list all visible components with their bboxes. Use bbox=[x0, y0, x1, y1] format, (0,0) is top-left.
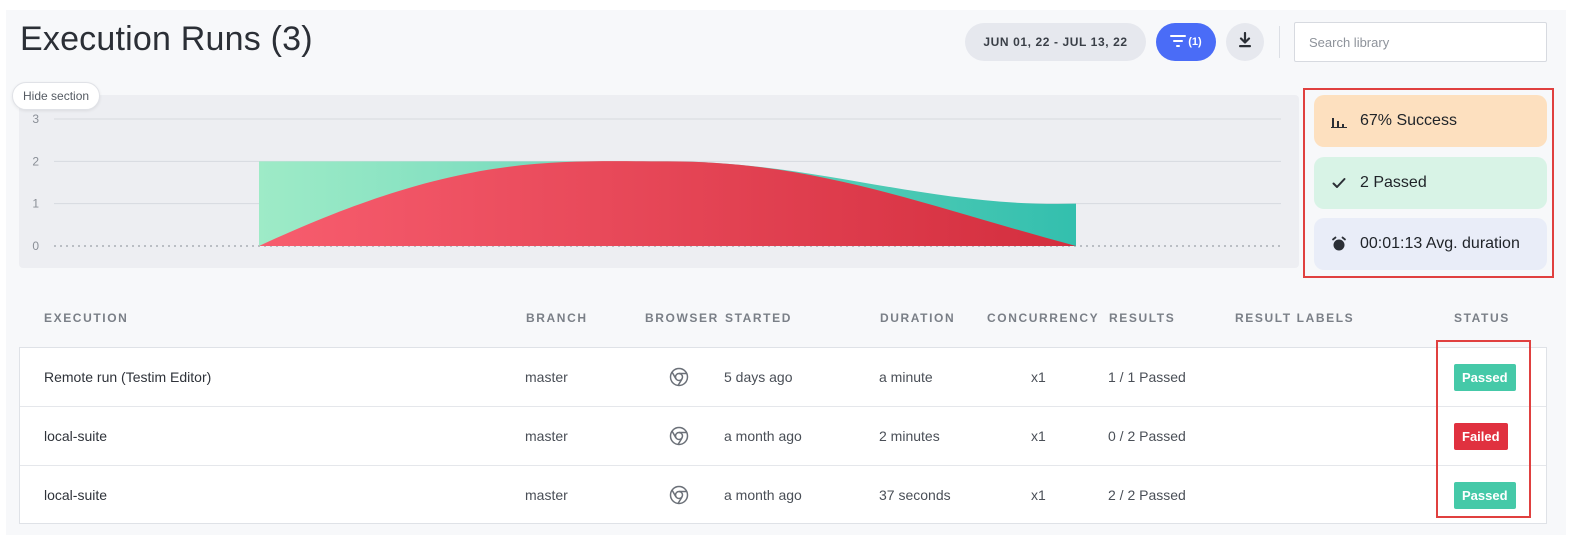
y-tick-label: 1 bbox=[32, 197, 39, 211]
filter-count: (1) bbox=[1188, 36, 1202, 48]
results-value: 1 / 1 Passed bbox=[1108, 369, 1186, 385]
table-row[interactable]: local-suite master a month ago 2 minutes… bbox=[20, 407, 1546, 466]
duration-value: 2 minutes bbox=[879, 428, 940, 444]
page-title: Execution Runs (3) bbox=[20, 20, 313, 58]
concurrency-value: x1 bbox=[1031, 487, 1046, 503]
series-area-failed bbox=[259, 161, 1076, 246]
avg-duration-card: 00:01:13 Avg. duration bbox=[1314, 218, 1547, 270]
execution-chart: 0 1 2 3 bbox=[32, 112, 1281, 253]
success-rate-text: 67% Success bbox=[1360, 112, 1457, 129]
results-value: 0 / 2 Passed bbox=[1108, 428, 1186, 444]
search-input[interactable] bbox=[1294, 22, 1547, 62]
y-tick-label: 0 bbox=[32, 239, 39, 253]
started-time: a month ago bbox=[724, 428, 802, 444]
status-badge: Failed bbox=[1454, 422, 1508, 450]
bar-chart-icon bbox=[1330, 112, 1348, 130]
table-row[interactable]: local-suite master a month ago 37 second… bbox=[20, 466, 1546, 525]
executions-table: Remote run (Testim Editor) master 5 days… bbox=[19, 347, 1547, 524]
column-header-browser[interactable]: BROWSER bbox=[645, 311, 719, 325]
passed-count-card: 2 Passed bbox=[1314, 157, 1547, 209]
chrome-icon bbox=[669, 407, 689, 465]
checkmark-icon bbox=[1330, 174, 1348, 192]
started-time: 5 days ago bbox=[724, 369, 793, 385]
duration-value: a minute bbox=[879, 369, 933, 385]
filter-button[interactable]: (1) bbox=[1156, 23, 1216, 61]
chart-panel: 0 1 2 3 bbox=[19, 95, 1299, 268]
results-value: 2 / 2 Passed bbox=[1108, 487, 1186, 503]
chrome-icon bbox=[669, 466, 689, 524]
branch-name: master bbox=[525, 487, 568, 503]
concurrency-value: x1 bbox=[1031, 369, 1046, 385]
execution-name[interactable]: local-suite bbox=[44, 428, 108, 444]
download-icon bbox=[1238, 31, 1252, 53]
column-header-execution[interactable]: EXECUTION bbox=[44, 311, 129, 325]
status-badge: Passed bbox=[1454, 363, 1516, 391]
y-tick-label: 3 bbox=[32, 112, 39, 126]
column-header-results[interactable]: RESULTS bbox=[1109, 311, 1176, 325]
column-header-started[interactable]: STARTED bbox=[725, 311, 792, 325]
status-highlight-frame bbox=[1436, 340, 1531, 518]
avg-duration-text: 00:01:13 Avg. duration bbox=[1360, 235, 1520, 252]
table-row[interactable]: Remote run (Testim Editor) master 5 days… bbox=[20, 348, 1546, 407]
stats-highlight-frame bbox=[1303, 88, 1554, 278]
status-cell: Passed bbox=[1454, 466, 1516, 524]
duration-value: 37 seconds bbox=[879, 487, 951, 503]
execution-name[interactable]: local-suite bbox=[44, 487, 108, 503]
download-button[interactable] bbox=[1226, 23, 1264, 61]
hide-section-button[interactable]: Hide section bbox=[12, 82, 101, 110]
branch-name: master bbox=[525, 428, 568, 444]
column-header-concurrency[interactable]: CONCURRENCY bbox=[987, 311, 1100, 325]
y-tick-label: 2 bbox=[32, 154, 39, 168]
execution-name[interactable]: Remote run (Testim Editor) bbox=[44, 369, 212, 385]
column-header-duration[interactable]: DURATION bbox=[880, 311, 956, 325]
success-rate-card: 67% Success bbox=[1314, 95, 1547, 147]
alarm-clock-icon bbox=[1330, 235, 1348, 253]
column-header-branch[interactable]: BRANCH bbox=[526, 311, 588, 325]
toolbar-divider bbox=[1279, 26, 1280, 58]
status-cell: Failed bbox=[1454, 407, 1508, 465]
date-range-button[interactable]: JUN 01, 22 - JUL 13, 22 bbox=[965, 23, 1146, 61]
status-cell: Passed bbox=[1454, 348, 1516, 406]
started-time: a month ago bbox=[724, 487, 802, 503]
concurrency-value: x1 bbox=[1031, 428, 1046, 444]
column-header-result-labels[interactable]: RESULT LABELS bbox=[1235, 311, 1355, 325]
chrome-icon bbox=[669, 348, 689, 406]
passed-count-text: 2 Passed bbox=[1360, 174, 1427, 191]
filter-icon bbox=[1170, 34, 1187, 50]
status-badge: Passed bbox=[1454, 481, 1516, 509]
column-header-status[interactable]: STATUS bbox=[1454, 311, 1510, 325]
branch-name: master bbox=[525, 369, 568, 385]
